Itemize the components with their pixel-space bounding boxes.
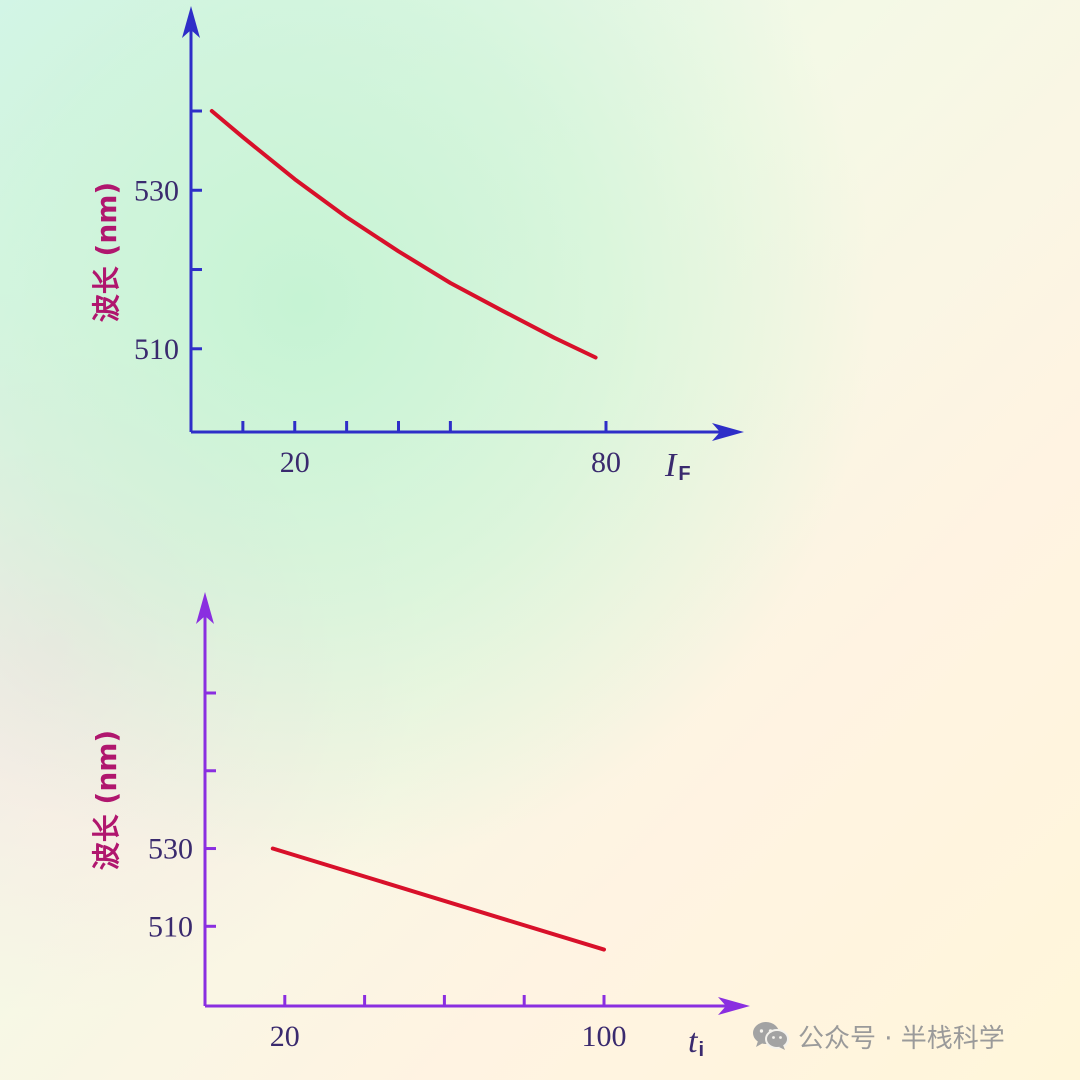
bottom-tick-labels: 20 100 530 510 [148, 833, 627, 1053]
top-axes [182, 6, 744, 441]
x-tick-label: 20 [270, 1020, 300, 1053]
y-tick-label: 530 [148, 833, 193, 866]
watermark: 公众号 · 半栈科学 [752, 1016, 1005, 1056]
top-series-line [209, 109, 598, 360]
top-xlabel-symbol: I [664, 447, 678, 484]
y-tick-label: 530 [134, 174, 179, 207]
y-axis-arrow [196, 592, 214, 624]
bottom-axes [196, 592, 750, 1015]
wechat-icon [753, 1022, 789, 1050]
chart-bottom: 20 100 530 510 波长 (nm) ti [90, 592, 750, 1061]
watermark-text: 公众号 · 半栈科学 [798, 1023, 1005, 1054]
bottom-xlabel-symbol: t [688, 1023, 699, 1060]
top-ylabel: 波长 (nm) [90, 182, 123, 322]
x-tick-label: 80 [591, 446, 621, 479]
x-axis-arrow [712, 423, 744, 441]
bottom-ylabel: 波长 (nm) [90, 730, 123, 870]
x-tick-label: 20 [280, 446, 310, 479]
x-tick-label: 100 [582, 1020, 627, 1053]
y-axis-arrow [182, 6, 200, 38]
bottom-xlabel: ti [688, 1023, 704, 1061]
y-tick-label: 510 [134, 333, 179, 366]
top-xlabel-subscript: F [678, 463, 690, 485]
y-tick-label: 510 [148, 910, 193, 943]
bottom-series-line [270, 846, 606, 952]
bottom-xlabel-subscript: i [698, 1039, 704, 1061]
bottom-ticks [205, 691, 606, 1006]
top-tick-labels: 20 80 530 510 [134, 174, 621, 479]
top-ticks [191, 109, 608, 432]
x-axis-arrow [718, 997, 750, 1015]
